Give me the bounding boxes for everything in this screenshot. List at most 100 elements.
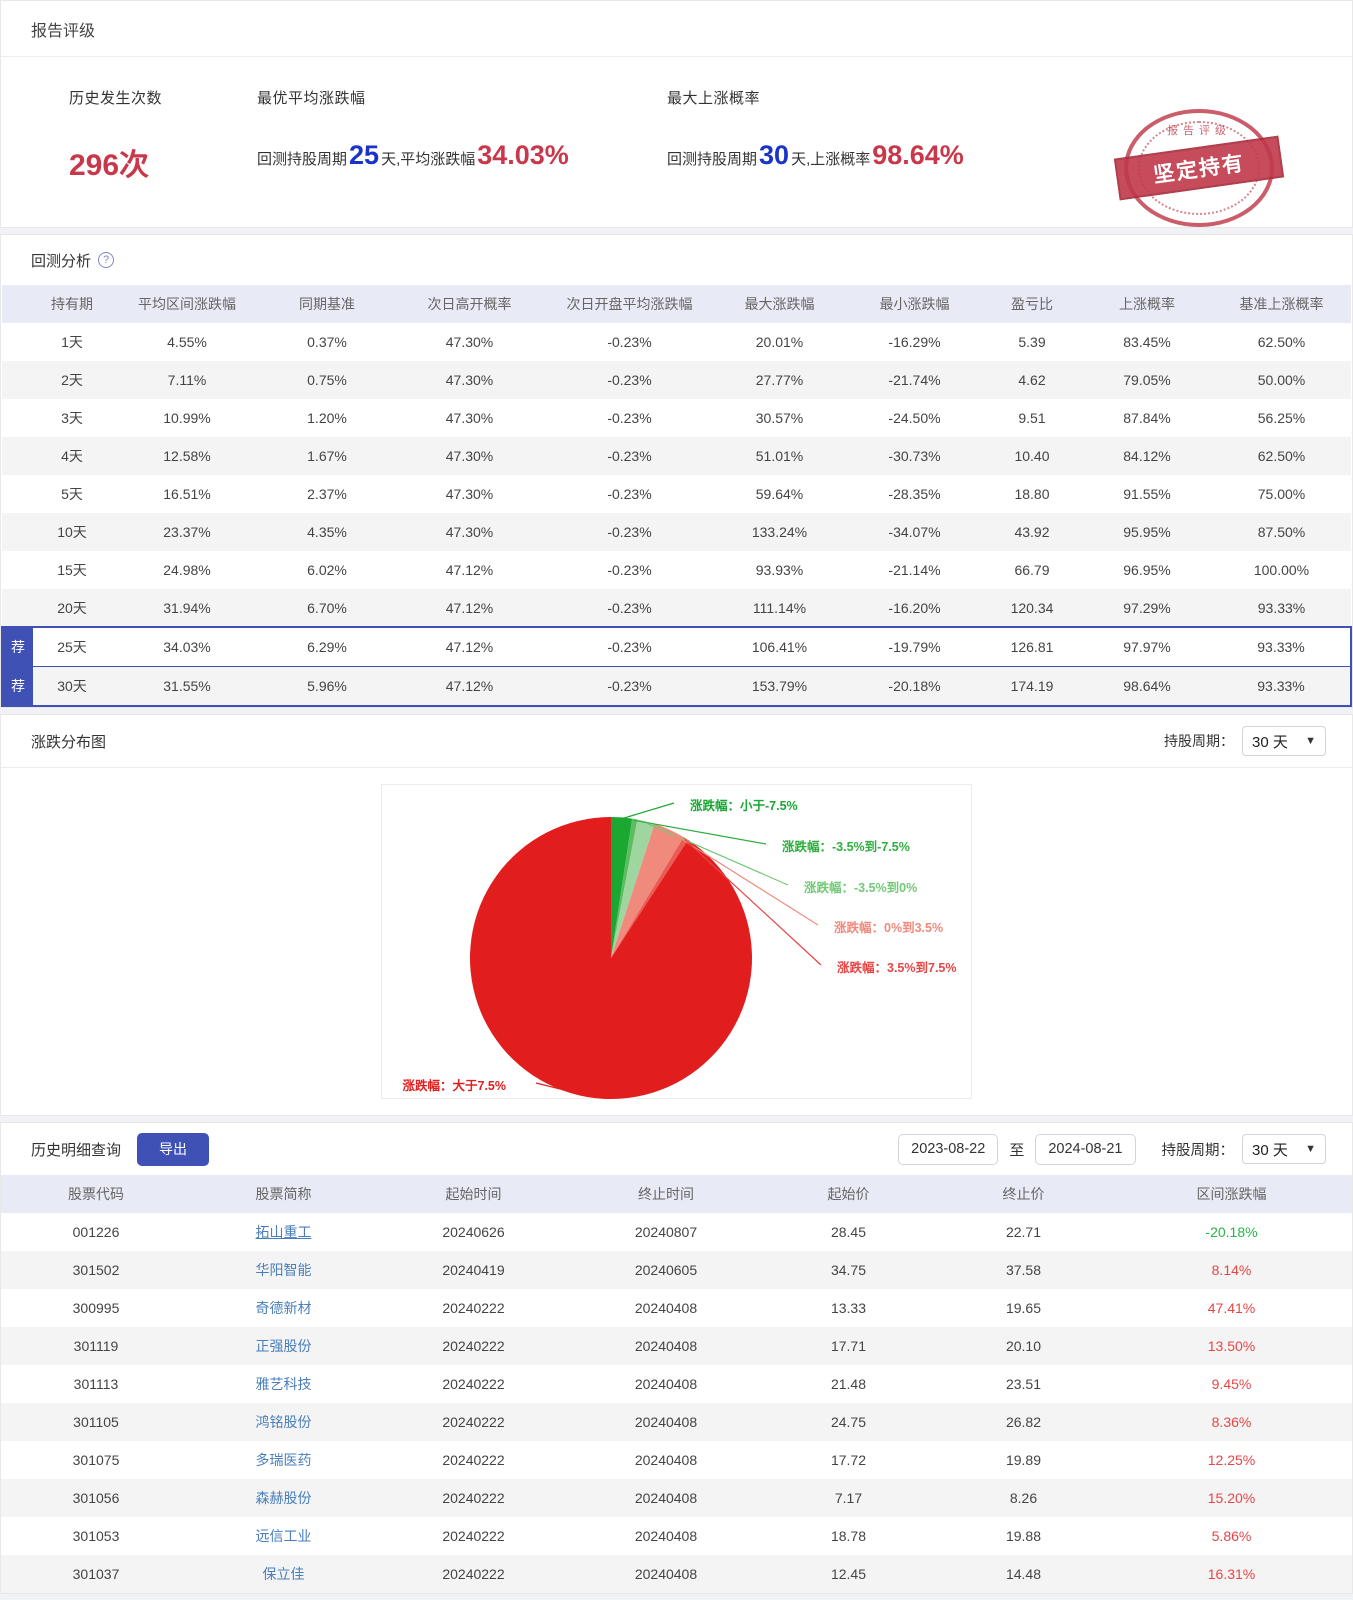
start-date-cell: 20240419 <box>442 1262 505 1278</box>
table-row[interactable]: 5天 16.51% 2.37% 47.30% -0.23% 59.64% -28.35% 18… <box>2 475 1351 513</box>
distribution-period-select[interactable]: 30 天 ▼ <box>1242 726 1326 756</box>
stock-name-link[interactable]: 正强股份 <box>255 1338 312 1354</box>
stock-name-link[interactable]: 华阳智能 <box>255 1262 312 1278</box>
start-date-cell: 20240222 <box>442 1528 505 1544</box>
backtest-header: 回测分析 ? <box>1 235 1352 285</box>
backtest-cell: 133.24% <box>751 524 808 540</box>
backtest-cell: 24.98% <box>163 562 211 578</box>
pie-slice <box>611 837 689 958</box>
backtest-cell: 5天 <box>61 486 83 502</box>
backtest-cell: 7.11% <box>167 372 207 388</box>
export-button[interactable]: 导出 <box>137 1132 210 1166</box>
rec-spacer-cell <box>2 475 32 513</box>
backtest-cell: 31.55% <box>112 666 262 707</box>
table-row[interactable]: 301037 保立佳 20240222 20240408 12.45 14.48 16.31… <box>1 1555 1352 1593</box>
table-row[interactable]: 荐 25天 34.03% 6.29% 47.12% -0.23% 106.41% -19.79… <box>1 626 1352 667</box>
start-date-cell: 20240222 <box>442 1376 505 1392</box>
backtest-cell: 0.75% <box>307 372 347 388</box>
backtest-cell: 62.50% <box>1257 334 1306 350</box>
backtest-cell: 25天 <box>32 626 112 667</box>
end-price-cell: 22.71 <box>1005 1224 1042 1240</box>
end-price-cell: 26.82 <box>1005 1414 1042 1430</box>
table-row[interactable]: 301113 雅艺科技 20240222 20240408 21.48 23.51 9.45… <box>1 1365 1352 1403</box>
stock-name-link[interactable]: 多瑞医药 <box>255 1452 312 1468</box>
range-change-cell: 12.25% <box>1207 1452 1256 1468</box>
stock-code-cell: 301105 <box>73 1414 119 1430</box>
backtest-table-body: 1天 4.55% 0.37% 47.30% -0.23% 20.01% -16.29% 5.3… <box>1 323 1352 707</box>
history-table-head: 股票代码 股票简称 起始时间 终止时间 起始价 终止价 区间涨跌幅 <box>1 1175 1352 1213</box>
report-rating-title: 报告评级 <box>31 22 96 40</box>
table-row[interactable]: 10天 23.37% 4.35% 47.30% -0.23% 133.24% -34.07%… <box>2 513 1351 551</box>
backtest-col-header-3: 次日高开概率 <box>392 285 547 323</box>
backtest-cell: 47.30% <box>445 524 494 540</box>
table-row[interactable]: 301105 鸿铭股份 20240222 20240408 24.75 26.82 8.36… <box>1 1403 1352 1441</box>
chevron-down-icon: ▼ <box>1305 1143 1316 1155</box>
backtest-cell: 98.64% <box>1082 666 1212 707</box>
table-row[interactable]: 15天 24.98% 6.02% 47.12% -0.23% 93.93% -21.14% 6… <box>2 551 1351 589</box>
backtest-header-row: 持有期 平均区间涨跌幅 同期基准 次日高开概率 次日开盘平均涨跌幅 最大涨跌幅 最小涨跌幅盈… <box>2 285 1351 323</box>
backtest-cell: 50.00% <box>1257 372 1306 388</box>
backtest-cell: 62.50% <box>1257 448 1306 464</box>
backtest-cell: 23.37% <box>163 524 211 540</box>
stock-name-link[interactable]: 森赫股份 <box>255 1490 312 1506</box>
stock-name-link[interactable]: 远信工业 <box>255 1528 312 1544</box>
table-row[interactable]: 荐 30天 31.55% 5.96% 47.12% -0.23% 153.79% -20.18… <box>1 666 1352 707</box>
date-from-input[interactable]: 2023-08-22 <box>898 1133 999 1165</box>
stock-name-cell: 森赫股份 <box>191 1479 376 1517</box>
backtest-cell: 10天 <box>57 524 87 540</box>
backtest-cell: -20.18% <box>847 666 982 707</box>
history-detail-panel: 历史明细查询 导出 2023-08-22 至 2024-08-21 持股周期： … <box>0 1122 1353 1594</box>
backtest-cell: 1.20% <box>307 410 347 426</box>
recommend-badge: 荐 <box>3 628 33 666</box>
backtest-cell: -28.35% <box>888 486 941 502</box>
metric-max-up-probability: 最大上涨概率 回测持股周期 30 天,上涨概率 98.64% <box>667 87 1067 171</box>
backtest-table-head: 持有期 平均区间涨跌幅 同期基准 次日高开概率 次日开盘平均涨跌幅 最大涨跌幅 最小涨跌幅盈… <box>2 285 1351 323</box>
backtest-cell: 59.64% <box>755 486 804 502</box>
stock-name-link[interactable]: 奇德新材 <box>255 1300 312 1316</box>
table-row[interactable]: 001226 拓山重工 20240626 20240807 28.45 22.71 -20.… <box>1 1213 1352 1251</box>
start-price-cell: 17.72 <box>830 1452 867 1468</box>
backtest-cell: 10.99% <box>163 410 211 426</box>
backtest-cell: 47.12% <box>392 666 547 707</box>
stock-name-link[interactable]: 拓山重工 <box>255 1224 312 1240</box>
stock-code-cell: 300995 <box>72 1300 120 1316</box>
history-period-select[interactable]: 30 天 ▼ <box>1242 1134 1326 1164</box>
backtest-cell: 106.41% <box>712 626 847 667</box>
start-price-cell: 21.48 <box>830 1376 867 1392</box>
stock-name-link[interactable]: 鸿铭股份 <box>255 1414 312 1430</box>
backtest-col-header-6: 最小涨跌幅 <box>847 285 982 323</box>
question-icon[interactable]: ? <box>98 252 115 268</box>
stock-name-link[interactable]: 保立佳 <box>262 1566 305 1582</box>
table-row[interactable]: 2天 7.11% 0.75% 47.30% -0.23% 27.77% -21.74% 4.6… <box>2 361 1351 399</box>
backtest-cell: 5.96% <box>262 666 392 707</box>
backtest-col-header-8: 上涨概率 <box>1082 285 1212 323</box>
backtest-cell: -0.23% <box>547 626 712 667</box>
backtest-cell: 27.77% <box>755 372 804 388</box>
table-row[interactable]: 301056 森赫股份 20240222 20240408 7.17 8.26 15.20% <box>1 1479 1352 1517</box>
backtest-cell: 5.39 <box>1018 334 1046 350</box>
distribution-period-picker: 持股周期： 30 天 ▼ <box>1164 726 1326 756</box>
end-price-cell: 19.88 <box>1005 1528 1042 1544</box>
backtest-cell: 93.33% <box>1212 666 1352 707</box>
table-row[interactable]: 301075 多瑞医药 20240222 20240408 17.72 19.89 12.2… <box>1 1441 1352 1479</box>
table-row[interactable]: 301053 远信工业 20240222 20240408 18.78 19.88 5.86… <box>1 1517 1352 1555</box>
pie-slice <box>611 823 684 958</box>
table-row[interactable]: 1天 4.55% 0.37% 47.30% -0.23% 20.01% -16.29% 5.3… <box>2 323 1351 361</box>
table-row[interactable]: 301119 正强股份 20240222 20240408 17.71 20.10 13.5… <box>1 1327 1352 1365</box>
table-row[interactable]: 300995 奇德新材 20240222 20240408 13.33 19.65 47.4… <box>1 1289 1352 1327</box>
backtest-cell: -19.79% <box>847 626 982 667</box>
rating-stamp: 报告评级 坚定持有 <box>1113 109 1285 227</box>
table-row[interactable]: 3天 10.99% 1.20% 47.30% -0.23% 30.57% -24.50% 9.… <box>2 399 1351 437</box>
backtest-cell: 83.45% <box>1123 334 1171 350</box>
backtest-cell: 6.70% <box>307 599 347 616</box>
stock-code-cell: 301119 <box>73 1338 119 1354</box>
backtest-rec-col-header <box>2 285 32 323</box>
stock-name-link[interactable]: 雅艺科技 <box>255 1376 312 1392</box>
date-to-input[interactable]: 2024-08-21 <box>1035 1133 1136 1165</box>
stamp-arc-text: 报告评级 <box>1167 125 1231 137</box>
table-row[interactable]: 4天 12.58% 1.67% 47.30% -0.23% 51.01% -30.73% 10… <box>2 437 1351 475</box>
pie-slice <box>611 819 655 958</box>
table-row[interactable]: 301502 华阳智能 20240419 20240605 34.75 37.58 8.14… <box>1 1251 1352 1289</box>
pie-slice-label: 涨跌幅：0%到3.5% <box>834 921 944 935</box>
table-row[interactable]: 20天 31.94% 6.70% 47.12% -0.23% 111.14% -16.20%… <box>2 589 1351 627</box>
